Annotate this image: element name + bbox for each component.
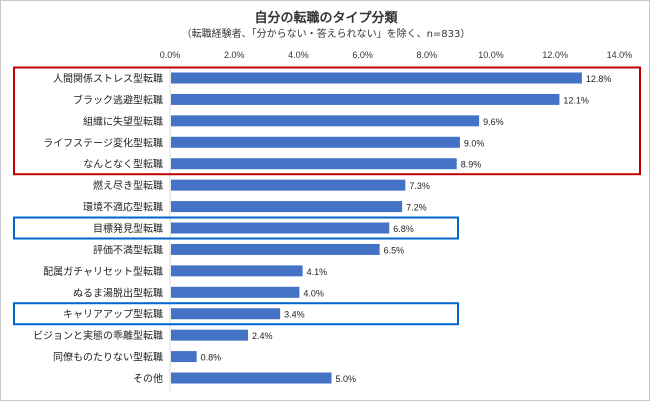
x-tick-label: 10.0% bbox=[478, 50, 504, 60]
bar bbox=[171, 115, 480, 127]
chart-title: 自分の転職のタイプ分類 bbox=[254, 11, 398, 26]
value-label: 6.5% bbox=[384, 245, 405, 255]
category-label: ブラック逃避型転職 bbox=[73, 93, 163, 106]
bar bbox=[171, 308, 281, 320]
category-label: キャリアアップ型転職 bbox=[63, 308, 163, 321]
category-label: なんとなく型転職 bbox=[83, 158, 163, 171]
value-label: 7.3% bbox=[409, 181, 430, 191]
value-label: 0.8% bbox=[201, 353, 222, 363]
bar bbox=[171, 265, 303, 277]
value-label: 8.9% bbox=[461, 160, 482, 170]
category-label: 評価不満型転職 bbox=[93, 243, 163, 256]
highlight-box bbox=[13, 216, 459, 240]
category-label: その他 bbox=[133, 372, 163, 385]
category-label: ライフステージ変化型転職 bbox=[43, 136, 163, 149]
value-label: 5.0% bbox=[336, 374, 357, 384]
bar bbox=[171, 72, 582, 84]
bar bbox=[171, 286, 300, 298]
x-tick-label: 2.0% bbox=[224, 50, 245, 60]
highlight-box bbox=[13, 302, 459, 326]
category-label: 人間関係ストレス型転職 bbox=[53, 72, 163, 85]
category-label: 同僚ものたりない型転職 bbox=[53, 351, 163, 364]
x-tick-label: 6.0% bbox=[352, 50, 373, 60]
bar bbox=[171, 243, 380, 255]
category-label: 組織に失望型転職 bbox=[83, 115, 163, 128]
value-label: 12.8% bbox=[586, 74, 612, 84]
category-label: 燃え尽き型転職 bbox=[93, 179, 163, 192]
value-label: 2.4% bbox=[252, 331, 273, 341]
value-label: 3.4% bbox=[284, 310, 305, 320]
value-label: 6.8% bbox=[393, 224, 414, 234]
bar bbox=[171, 93, 560, 105]
bar bbox=[171, 179, 406, 191]
bar bbox=[171, 351, 197, 363]
value-label: 4.0% bbox=[303, 288, 324, 298]
x-tick-label: 12.0% bbox=[542, 50, 568, 60]
value-label: 9.6% bbox=[483, 117, 504, 127]
bar bbox=[171, 136, 460, 148]
x-tick-label: 14.0% bbox=[607, 50, 633, 60]
category-label: 目標発見型転職 bbox=[93, 222, 163, 235]
value-label: 9.0% bbox=[464, 138, 485, 148]
bar bbox=[171, 222, 390, 234]
bar bbox=[171, 372, 332, 384]
x-tick-label: 0.0% bbox=[160, 50, 181, 60]
x-tick-label: 4.0% bbox=[288, 50, 309, 60]
category-label: 環境不適応型転職 bbox=[83, 201, 163, 214]
value-label: 4.1% bbox=[307, 267, 328, 277]
bar bbox=[171, 201, 403, 213]
bar bbox=[171, 329, 249, 341]
chart-subtitle: （転職経験者、「分からない・答えられない」を除く、n=833） bbox=[181, 29, 471, 40]
highlight-box bbox=[13, 66, 641, 176]
bar bbox=[171, 158, 457, 170]
x-tick-label: 8.0% bbox=[417, 50, 438, 60]
value-label: 7.2% bbox=[406, 203, 427, 213]
category-label: ぬるま湯脱出型転職 bbox=[73, 286, 163, 299]
category-label: ビジョンと実態の乖離型転職 bbox=[33, 329, 163, 342]
value-label: 12.1% bbox=[563, 95, 589, 105]
category-label: 配属ガチャリセット型転職 bbox=[43, 265, 163, 278]
